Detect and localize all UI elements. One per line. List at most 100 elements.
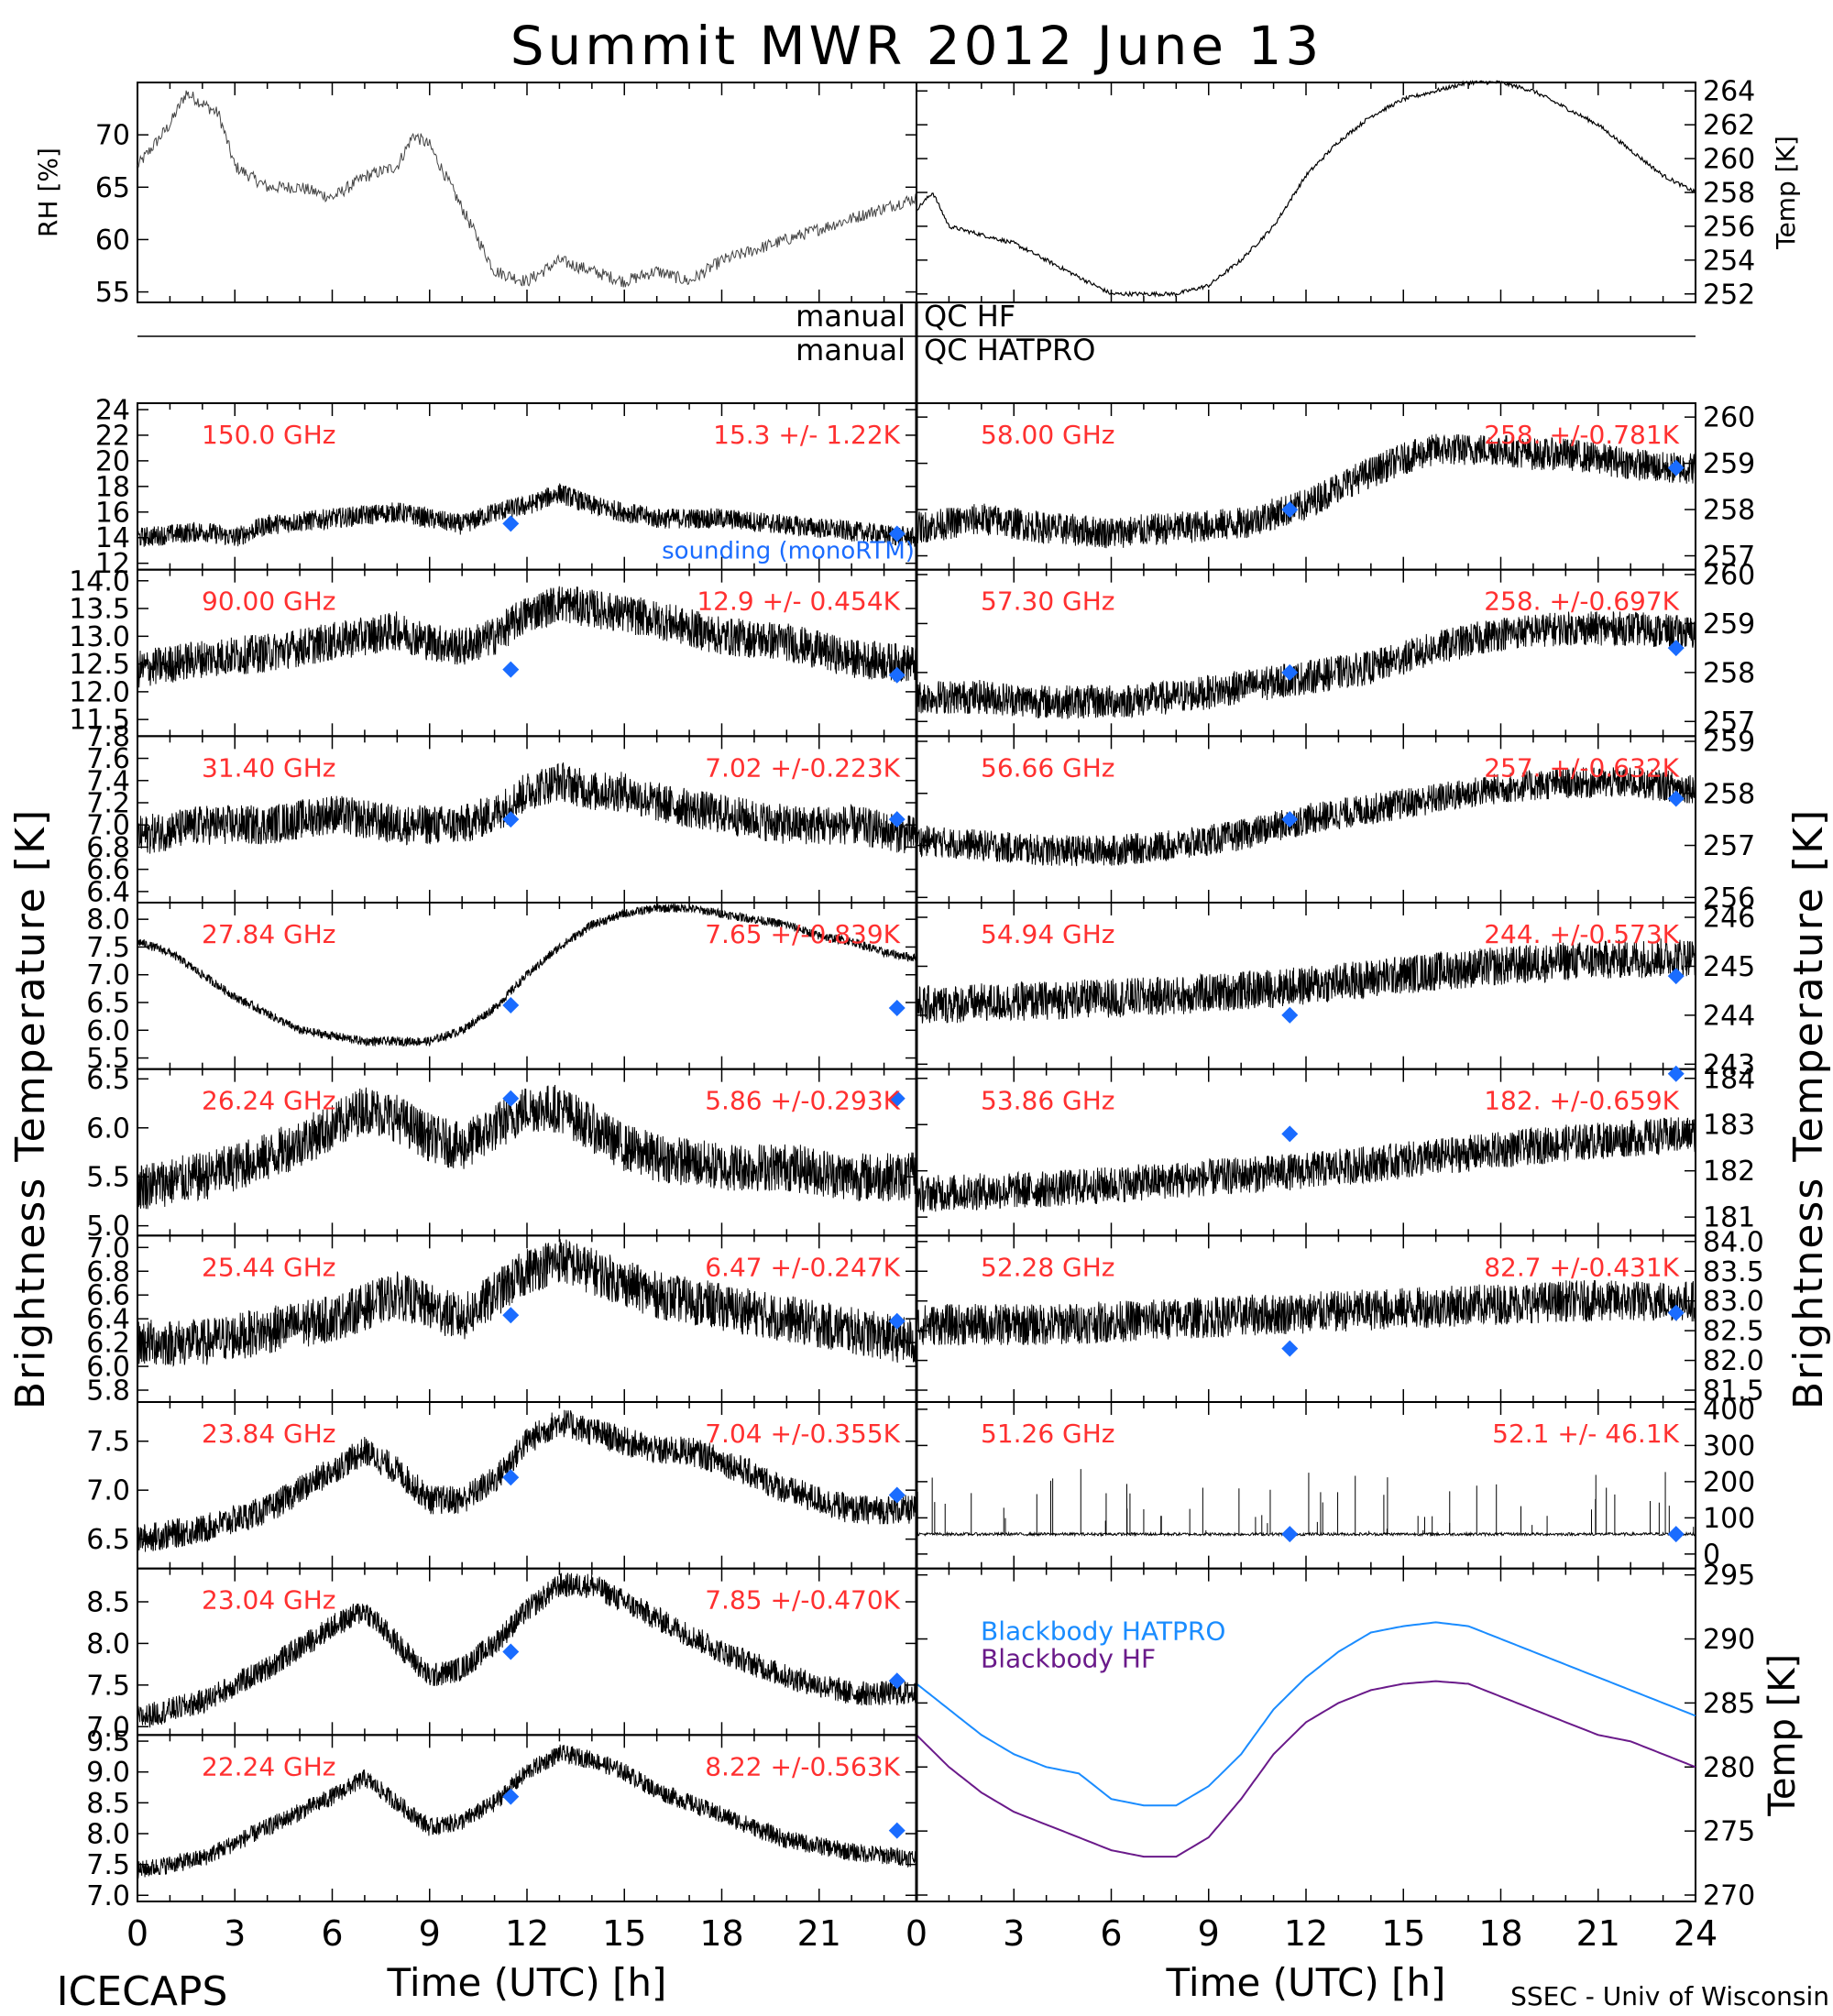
tb-right-5-plot-area [916,1280,1696,1346]
left-y-axis-label: Brightness Temperature [K] [7,808,54,1409]
tb-left-5-ytick-label: 5.8 [86,1375,130,1408]
tb-left-7-ytick-label: 8.0 [86,1628,130,1660]
tb-right-3-ytick-label: 245 [1703,951,1755,983]
x-tick-label: 0 [906,1913,927,1954]
x-tick-label: 24 [1674,1913,1718,1954]
tb-left-3-plot-area [137,903,916,1047]
tb-right-5-ytick-label: 83.5 [1703,1256,1764,1288]
tb-right-1-series-line [916,611,1696,719]
tb-right-4-ytick-label: 181 [1703,1202,1755,1234]
tb-right-2-panel: 256 257 258 259 56.66 GHz 257. +/-0.632K [916,727,1755,915]
tb-left-0-ytick-label: 16 [95,497,130,529]
tb-right-5-ytick-label: 82.5 [1703,1316,1764,1348]
tb-left-3-panel: 5.56.06.57.07.58.0 27.84 GHz 7.65 +/-0.839… [86,902,917,1075]
rh-ylabel: RH [%] [33,148,63,237]
tb-left-1-plot-area [137,586,916,688]
tb-left-2-ytick-label: 7.8 [86,721,130,753]
tb-left-6-stats-label: 7.04 +/-0.355K [705,1419,900,1449]
chart-title: Summit MWR 2012 June 13 [510,15,1323,77]
qc-left-2: manual [796,333,906,367]
tb-left-5-ytick-label: 6.6 [86,1280,130,1312]
blackbody-legend-0: Blackbody HATPRO [981,1616,1225,1647]
tb-right-2-freq-label: 56.66 GHz [981,752,1115,783]
tb-right-1-ytick-label: 257 [1703,707,1755,739]
tb-right-4-sounding-marker [1281,1125,1299,1143]
tb-left-2-panel: 6.46.66.87.07.27.47.67.8 31.40 GHz 7.02 +/… [86,721,917,908]
tb-left-2-ytick-label: 7.6 [86,743,130,775]
tb-right-0-freq-label: 58.00 GHz [981,420,1115,450]
tb-left-1-ytick-label: 13.5 [69,594,130,626]
tb-left-1-ytick-label: 13.0 [69,621,130,653]
tb-left-8-stats-label: 8.22 +/-0.563K [705,1751,900,1781]
temp-ylabel: Temp [K] [1771,136,1801,250]
x-axis-label-left: Time (UTC) [h] [387,1960,667,2005]
x-tick-label: 0 [126,1913,148,1954]
tb-left-0-ytick-label: 22 [95,420,130,452]
tb-left-6-series-line [137,1409,916,1552]
tb-left-4-stats-label: 5.86 +/-0.293K [705,1086,900,1116]
footer-ssec: SSEC - Univ of Wisconsin [1510,1981,1829,2011]
tb-left-6-plot-area [137,1409,916,1552]
tb-left-2-stats-label: 7.02 +/-0.223K [705,752,900,783]
x-tick-label: 21 [797,1913,841,1954]
tb-right-5-ytick-label: 81.5 [1703,1375,1764,1408]
footer-icecaps: ICECAPS [57,1968,228,2015]
tb-right-5-series-line [916,1280,1696,1346]
blackbody-legend-1: Blackbody HF [981,1644,1156,1674]
tb-right-0-sounding-marker [1667,459,1685,477]
blackbody-ytick-label: 285 [1703,1688,1755,1720]
tb-left-8-sounding-marker [888,1822,906,1839]
tb-right-1-sounding-marker [1281,663,1299,681]
x-tick-label: 6 [321,1913,343,1954]
tb-left-2-ytick-label: 7.4 [86,765,130,797]
rh-ytick-label: 65 [95,172,130,204]
tb-left-0-plot-area [137,483,916,547]
tb-right-3-stats-label: 244. +/-0.573K [1484,919,1679,949]
blackbody-panel: 270 275 280 285 290 295 Blackbody HATPROBlackb… [916,1560,1804,1912]
tb-right-6-series-line [916,1530,1696,1538]
tb-left-4-ytick-label: 6.5 [86,1064,130,1096]
tb-left-4-ytick-label: 5.5 [86,1162,130,1194]
tb-left-4-plot-area [137,1084,916,1210]
tb-left-2-plot-area [137,761,916,854]
x-axis-label-right: Time (UTC) [h] [1166,1960,1446,2005]
tb-right-4-sounding-marker [1667,1065,1685,1082]
tb-left-2-ytick-label: 6.4 [86,876,130,908]
tb-left-3-ytick-label: 6.0 [86,1015,130,1047]
tb-left-1-panel: 11.512.012.513.013.514.0 90.00 GHz 12.9 +/… [69,565,917,738]
tb-right-6-ytick-label: 400 [1703,1394,1755,1426]
x-tick-label: 12 [505,1913,549,1954]
temp-ytick-label: 264 [1703,76,1755,108]
tb-left-0-ytick-label: 24 [95,394,130,426]
tb-left-4-series-line [137,1084,916,1210]
tb-right-0-series-line [916,433,1696,549]
tb-right-3-plot-area [916,938,1696,1024]
tb-right-5-ytick-label: 84.0 [1703,1226,1764,1258]
tb-left-3-ytick-label: 7.0 [86,959,130,992]
tb-right-2-series-line [916,767,1696,867]
tb-left-0-ytick-label: 20 [95,445,130,477]
tb-left-4-freq-label: 26.24 GHz [202,1086,336,1116]
tb-left-7-series-line [137,1572,916,1728]
x-tick-label: 18 [699,1913,743,1954]
tb-left-0-sounding-marker [888,525,906,542]
tb-right-5-ytick-label: 82.0 [1703,1345,1764,1377]
tb-left-0-ytick-label: 18 [95,471,130,503]
tb-left-1-stats-label: 12.9 +/- 0.454K [697,586,900,617]
rh-ytick-label: 55 [95,277,130,309]
tb-left-8-ytick-label: 8.5 [86,1788,130,1820]
tb-right-1-freq-label: 57.30 GHz [981,586,1115,617]
tb-left-7-panel: 7.0 7.5 8.0 8.5 23.04 GHz 7.85 +/-0.470K [86,1567,917,1744]
tb-left-7-ytick-label: 7.0 [86,1712,130,1744]
tb-left-2-ytick-label: 7.0 [86,810,130,842]
tb-right-5-stats-label: 82.7 +/-0.431K [1484,1252,1679,1282]
tb-right-4-ytick-label: 184 [1703,1063,1755,1095]
tb-left-5-ytick-label: 7.0 [86,1233,130,1265]
temp-ytick-label: 252 [1703,279,1755,311]
tb-right-3-ytick-label: 244 [1703,1000,1755,1032]
tb-left-5-ytick-label: 6.4 [86,1304,130,1336]
x-tick-label: 6 [1100,1913,1122,1954]
